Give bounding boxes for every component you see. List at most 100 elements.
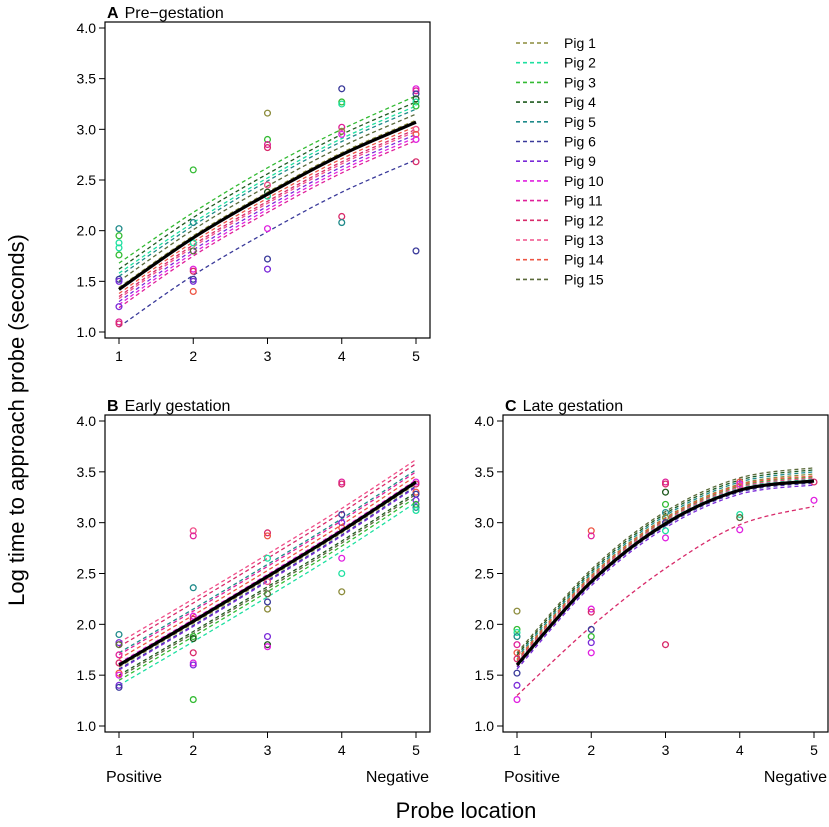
data-point: [189, 635, 197, 643]
data-point: [263, 265, 272, 273]
y-tick-label: 1.0: [77, 324, 97, 340]
y-tick-label: 3.5: [475, 464, 495, 480]
data-point: [263, 554, 272, 562]
data-point: [412, 130, 420, 138]
pig-curve: [516, 467, 815, 654]
data-point: [412, 496, 420, 504]
data-point: [115, 239, 123, 247]
data-point: [587, 639, 595, 647]
y-tick-label: 1.5: [77, 273, 97, 289]
y-tick-label: 2.5: [77, 566, 97, 582]
data-point: [189, 277, 197, 285]
data-point: [263, 605, 272, 613]
legend-label: Pig 1: [564, 35, 596, 51]
pig-curve: [118, 136, 417, 306]
data-point: [263, 578, 272, 586]
y-tick-label: 4.0: [475, 413, 495, 429]
data-point: [263, 632, 272, 641]
y-tick-label: 1.5: [475, 667, 495, 683]
y-tick-label: 2.0: [77, 223, 97, 239]
legend-label: Pig 10: [564, 173, 604, 189]
data-point: [115, 671, 123, 679]
pig-curve: [118, 108, 417, 277]
data-point: [412, 95, 420, 103]
data-point: [736, 510, 744, 519]
legend-label: Pig 14: [564, 252, 604, 268]
pig-curve: [118, 496, 417, 681]
legend-label: Pig 4: [564, 94, 596, 110]
data-point: [189, 696, 197, 704]
data-point: [189, 649, 197, 657]
data-point: [338, 85, 346, 93]
mean-curve: [118, 120, 417, 291]
y-tick-label: 2.5: [77, 172, 97, 188]
y-tick-label: 1.0: [77, 718, 97, 734]
pig-curve: [118, 159, 417, 328]
data-point: [513, 625, 521, 633]
data-point: [338, 212, 346, 221]
x-tick-label: 5: [810, 742, 818, 758]
data-point: [412, 98, 420, 106]
y-axis-label: Log time to approach probe (seconds): [4, 234, 29, 606]
legend-label: Pig 9: [564, 153, 596, 169]
pig-curve: [118, 125, 417, 295]
panel-letter: B: [107, 398, 119, 415]
data-point: [412, 125, 420, 133]
x-end-label-negative: Negative: [366, 769, 429, 786]
data-point: [338, 100, 346, 108]
data-point: [736, 526, 744, 534]
data-point: [115, 225, 123, 233]
data-point: [513, 696, 521, 704]
data-point: [263, 598, 272, 606]
pig-curve: [516, 478, 815, 664]
mean-curve: [515, 479, 815, 667]
pig-curve: [516, 473, 815, 660]
x-tick-label: 1: [115, 742, 123, 758]
pig-curve: [118, 463, 417, 648]
panels: A Pre−gestation 1.0 1.5 2.0 2.5 3.0 3.5 4.0 1 2 3 4 5…: [77, 5, 829, 786]
data-point: [115, 251, 123, 259]
panel-title: A Pre−gestation: [107, 5, 224, 22]
data-point: [189, 532, 197, 540]
data-point: [189, 219, 197, 227]
pig-curve: [118, 101, 417, 270]
data-point: [587, 527, 595, 535]
data-point: [412, 506, 420, 515]
pig-curve: [118, 113, 417, 282]
x-tick-label: 5: [412, 742, 420, 758]
y-tick-label: 4.0: [77, 413, 97, 429]
data-point: [189, 584, 197, 592]
data-point: [661, 488, 670, 496]
data-point: [513, 641, 521, 649]
legend-label: Pig 6: [564, 134, 596, 150]
data-point: [115, 303, 123, 311]
data-point: [263, 181, 272, 189]
data-point: [115, 651, 123, 659]
data-point: [661, 641, 670, 649]
y-tick-label: 2.0: [475, 616, 495, 632]
pig-curve: [118, 471, 417, 656]
data-point: [263, 532, 272, 540]
data-point: [189, 287, 197, 296]
plot-frame: [104, 414, 431, 733]
pig-curve: [516, 482, 815, 668]
x-tick-label: 2: [189, 348, 197, 364]
data-point: [338, 588, 346, 596]
pig-curve: [118, 483, 417, 668]
pig-curve: [118, 479, 417, 664]
data-point: [587, 632, 595, 641]
data-point: [115, 320, 123, 328]
x-tick-label: 2: [587, 742, 595, 758]
x-tick-label: 3: [662, 742, 670, 758]
plot-frame: [104, 21, 431, 339]
pig-curve: [118, 130, 417, 300]
data-point: [189, 166, 197, 174]
data-point: [587, 605, 595, 613]
pig-curve: [118, 485, 417, 670]
data-point: [338, 130, 346, 138]
data-point: [661, 500, 670, 508]
pig-curve: [118, 491, 417, 676]
data-point: [513, 681, 521, 689]
x-tick-label: 2: [189, 742, 197, 758]
